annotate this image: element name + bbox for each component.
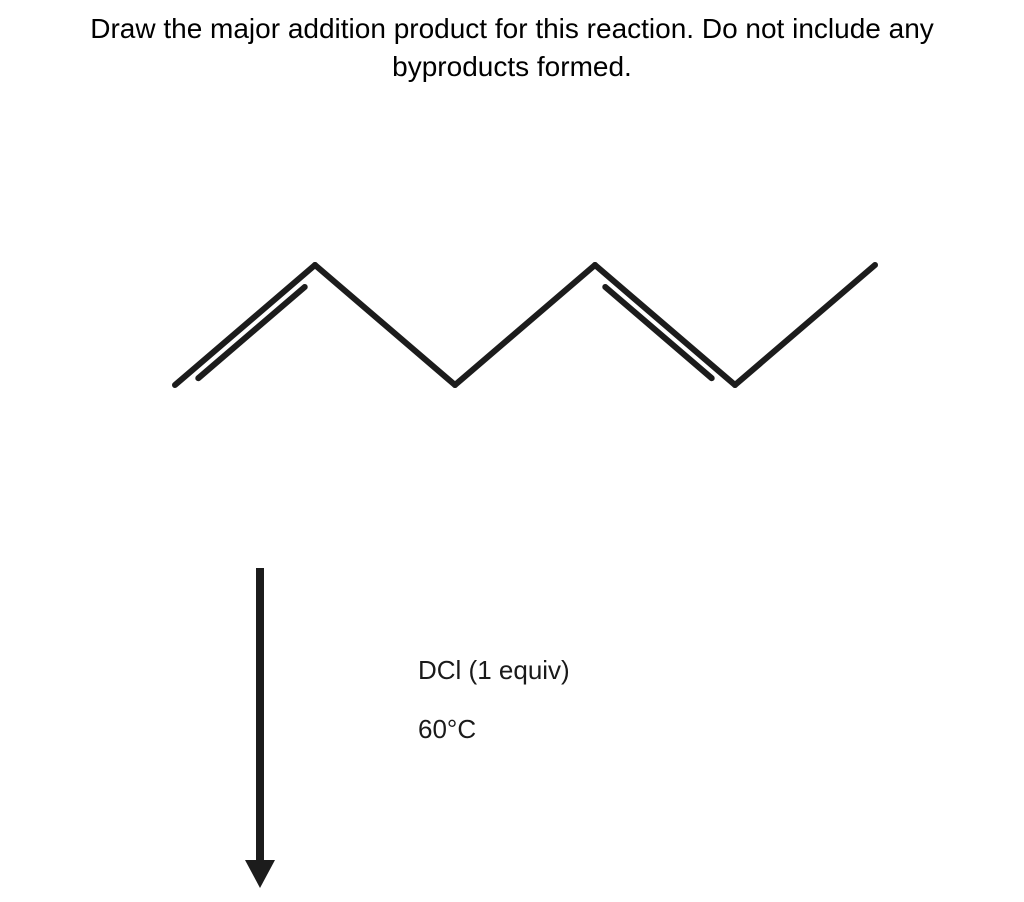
question-line-1: Draw the major addition product for this… [90, 13, 934, 44]
reagent-conditions: DCl (1 equiv) 60°C [418, 655, 570, 745]
reagent-line-2: 60°C [418, 714, 570, 745]
question-text: Draw the major addition product for this… [0, 10, 1024, 86]
question-line-2: byproducts formed. [392, 51, 632, 82]
reaction-arrow [200, 560, 320, 890]
page-root: Draw the major addition product for this… [0, 0, 1024, 902]
molecule-structure [135, 235, 905, 405]
reagent-line-1: DCl (1 equiv) [418, 655, 570, 686]
